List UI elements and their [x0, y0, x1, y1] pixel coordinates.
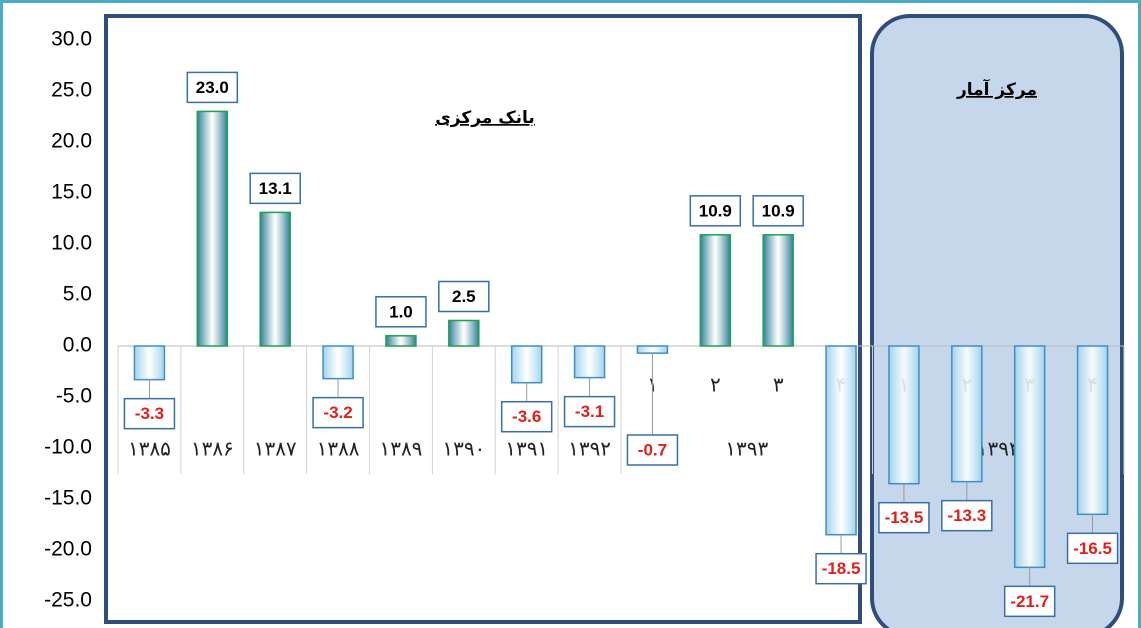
label-box [438, 280, 490, 313]
bar [133, 345, 166, 381]
x-tick-label: ۱۳۸۷ [254, 437, 297, 461]
bar [385, 335, 417, 347]
bar [888, 345, 920, 485]
x-tick-label: ۱۳۸۸ [317, 437, 360, 461]
value-label: -13.5 [885, 508, 924, 527]
bar [573, 345, 606, 379]
value-label: -3.2 [323, 403, 352, 422]
annotation: مرکز آمار [956, 78, 1037, 100]
value-label: -16.5 [1073, 539, 1112, 558]
label-box [186, 71, 239, 104]
value-label: 10.9 [762, 201, 795, 220]
group-label: ۱۳۹۴ [977, 437, 1020, 461]
y-tick-label: 30.0 [51, 28, 92, 51]
y-tick-label: -10.0 [44, 436, 92, 459]
x-tick-label: ۱۳۸۵ [128, 437, 171, 461]
value-label: 1.0 [389, 302, 413, 321]
y-tick-label: 25.0 [51, 79, 92, 102]
y-tick-label: 10.0 [51, 232, 92, 255]
y-tick-label: -25.0 [44, 589, 92, 612]
value-label: -18.5 [822, 559, 861, 578]
value-label: -3.6 [512, 407, 541, 426]
y-tick-label: -20.0 [44, 538, 92, 561]
x-tick-label: ۳ [773, 373, 784, 397]
value-label: 23.0 [196, 78, 229, 97]
value-label: 10.9 [699, 201, 732, 220]
x-tick-label: ۱۳۹۱ [505, 437, 548, 461]
value-label: 13.1 [259, 179, 292, 198]
label-box [878, 501, 930, 534]
annotation: بانک مرکزی [435, 108, 535, 128]
bar [196, 110, 229, 347]
group-panel [104, 14, 862, 624]
label-box [312, 396, 364, 429]
group-panel [870, 14, 1124, 628]
bar [322, 345, 354, 380]
x-tick-label: ۱۳۹۲ [568, 437, 611, 461]
label-box [626, 434, 679, 466]
bar [1013, 345, 1046, 569]
label-box [1003, 585, 1056, 618]
value-label: -13.3 [947, 506, 986, 525]
bar [699, 234, 732, 347]
value-label: -0.7 [638, 440, 667, 459]
bar [1076, 345, 1109, 516]
bar [510, 345, 543, 384]
x-tick-label: ۲ [710, 373, 721, 397]
bar [259, 211, 291, 347]
group-label: ۱۳۹۳ [725, 437, 768, 461]
y-tick-label: 5.0 [63, 283, 92, 306]
x-tick-label: ۱۳۹۰ [442, 437, 485, 461]
bar [825, 345, 857, 536]
value-label: 2.5 [452, 287, 476, 306]
y-tick-label: 15.0 [51, 181, 92, 204]
y-tick-label: -5.0 [56, 385, 92, 408]
label-box [249, 172, 301, 205]
label-box [689, 195, 742, 227]
x-tick-label: ۱۳۸۹ [379, 437, 422, 461]
x-tick-label: ۱۳۸۶ [191, 437, 234, 461]
bar [762, 234, 794, 347]
label-box [815, 552, 867, 585]
bar [636, 345, 669, 354]
label-box [752, 195, 804, 227]
label-box [375, 296, 427, 328]
value-label: -21.7 [1010, 592, 1049, 611]
y-tick-label: 20.0 [51, 130, 92, 153]
label-box [563, 395, 616, 428]
y-tick-label: -15.0 [44, 487, 92, 510]
value-label: -3.3 [135, 404, 164, 423]
y-tick-label: 0.0 [63, 334, 92, 357]
label-box [941, 499, 993, 532]
label-box [123, 397, 176, 430]
bar [448, 319, 480, 347]
bar [951, 345, 983, 483]
label-box [1066, 532, 1119, 565]
label-box [500, 400, 553, 433]
value-label: -3.1 [575, 402, 604, 421]
